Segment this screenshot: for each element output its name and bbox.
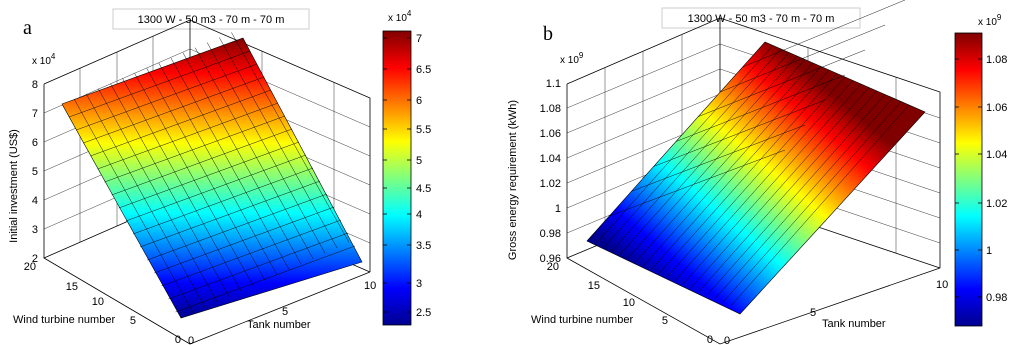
z-tick: 0.96: [540, 253, 561, 265]
y-tick: 10: [92, 296, 104, 308]
panel-b-letter: b: [543, 23, 553, 45]
panel-a-z-scale: x 104: [32, 52, 56, 67]
panel-a-cb-scale: x 104: [388, 9, 412, 24]
cb-tick: 4.5: [416, 183, 431, 195]
y-tick: 5: [130, 315, 136, 327]
panel-a-title-box: 1300 W - 50 m3 - 70 m - 70 m: [112, 8, 310, 30]
panel-b-title: 1300 W - 50 m3 - 70 m - 70 m: [688, 13, 835, 25]
panel-a-x-ticks: 0 5 10: [188, 280, 376, 345]
panel-b-z-scale: x 109: [560, 51, 584, 66]
x-tick: 5: [810, 307, 816, 319]
panel-a-y-ticks: 20 15 10 5 0: [24, 261, 181, 345]
panel-a-x-label: Tank number: [247, 319, 311, 331]
z-tick: 1.06: [540, 128, 561, 140]
panel-a: a 1300 W - 50 m3 - 70 m - 70 m: [8, 8, 431, 345]
x-tick: 10: [364, 280, 376, 292]
z-tick: 8: [32, 79, 38, 91]
z-tick: 1.08: [540, 103, 561, 115]
z-tick: 5: [32, 166, 38, 178]
panel-a-y-label: Wind turbine number: [13, 314, 115, 326]
panel-b-x-label: Tank number: [822, 318, 886, 330]
x-tick: 0: [188, 335, 194, 345]
panel-a-z-ticks: 2 3 4 5 6 7 8: [32, 79, 38, 265]
panel-a-surface-mesh: [69, 32, 356, 313]
z-tick: 2: [32, 253, 38, 265]
cb-tick: 1.02: [986, 198, 1007, 210]
panel-b-z-ticks: 0.96 0.98 1 1.02 1.04 1.06 1.08 1.1: [540, 78, 561, 265]
panel-b-colorbar: x 109 0.98 1 1.02 1.04 1.06 1.08: [954, 13, 1007, 327]
cb-tick: 7: [416, 33, 422, 45]
y-tick: 0: [175, 334, 181, 345]
panel-b-surface: [586, 41, 926, 315]
panel-b-x-ticks: 0 5 10: [724, 279, 948, 345]
cb-tick: 1: [986, 245, 992, 257]
panel-a-title: 1300 W - 50 m3 - 70 m - 70 m: [138, 14, 285, 26]
y-tick: 15: [588, 280, 600, 292]
y-tick: 0: [707, 334, 713, 345]
cb-tick: 1.06: [986, 102, 1007, 114]
z-tick: 4: [32, 195, 38, 207]
panel-b-y-ticks: 20 15 10 5 0: [547, 261, 713, 345]
cb-tick: 5.5: [416, 124, 431, 136]
y-tick: 20: [24, 261, 36, 273]
z-tick: 1.04: [540, 153, 561, 165]
cb-tick: 3: [416, 278, 422, 290]
panel-b: b 1300 W - 50 m3 - 70 m - 70 m: [507, 0, 1007, 345]
x-tick: 5: [282, 306, 288, 318]
panel-a-surface: [61, 37, 363, 319]
x-tick: 10: [936, 279, 948, 291]
cb-tick: 6.5: [416, 64, 431, 76]
x-tick: 0: [724, 335, 730, 345]
z-tick: 6: [32, 137, 38, 149]
panel-b-z-label: Gross energy requirement (kWh): [507, 100, 519, 260]
y-tick: 10: [623, 297, 635, 309]
z-tick: 1.02: [540, 178, 561, 190]
panel-b-cb-scale: x 109: [978, 13, 1002, 28]
z-tick: 7: [32, 108, 38, 120]
cb-tick: 0.98: [986, 292, 1007, 304]
cb-tick: 1.08: [986, 54, 1007, 66]
y-tick: 20: [547, 261, 559, 273]
cb-tick: 3.5: [416, 240, 431, 252]
panel-b-surface-mesh: [594, 0, 910, 306]
y-tick: 5: [662, 315, 668, 327]
panel-b-y-label: Wind turbine number: [531, 314, 633, 326]
panel-a-letter: a: [23, 17, 32, 39]
cb-tick: 5: [416, 155, 422, 167]
cb-tick: 6: [416, 95, 422, 107]
cb-tick: 4: [416, 209, 422, 221]
panel-b-title-box: 1300 W - 50 m3 - 70 m - 70 m: [661, 7, 861, 29]
cb-tick: 1.04: [986, 149, 1007, 161]
z-tick: 1.1: [546, 78, 561, 90]
panel-a-z-label: Initial investment (US$): [8, 129, 20, 243]
z-tick: 1: [555, 203, 561, 215]
z-tick: 3: [32, 224, 38, 236]
y-tick: 15: [66, 281, 78, 293]
panel-a-colorbar: x 104 2.5 3 3.5 4 4.5 5 5.5: [382, 9, 431, 326]
z-tick: 0.98: [540, 228, 561, 240]
cb-tick: 2.5: [416, 307, 431, 319]
